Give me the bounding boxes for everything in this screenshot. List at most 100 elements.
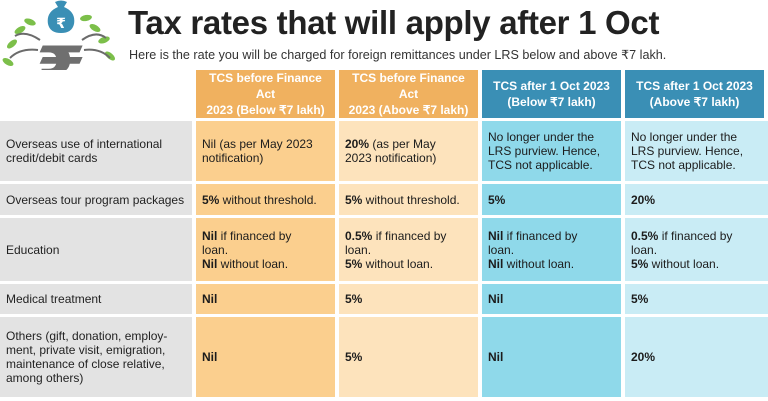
header-tcs-after-below: TCS after 1 Oct 2023 (Below ₹7 lakh) [482,70,625,121]
rate-text: LRS purview. Hence, [631,144,744,158]
rate-line: 20% [631,350,762,364]
rate-line: LRS purview. Hence, [488,144,615,158]
rate-value: Nil [488,292,504,306]
rate-line: TCS not applicable. [631,158,762,172]
rate-line: loan. [345,243,472,257]
rate-line: Nil [202,350,329,364]
rate-text: notification) [202,151,264,165]
tcs-rates-table: TCS before Finance Act 2023 (Below ₹7 la… [0,70,768,400]
rate-text: if financed by [372,228,447,243]
table-row: Others (gift, donation, employ-ment, pri… [0,317,768,400]
rate-value: 0.5% [345,228,373,243]
category-line: Education [6,242,60,257]
rate-value: 20% [631,192,656,207]
rate-value: Nil [488,256,504,271]
category-line: Medical treatment [6,292,102,306]
table-row: Medical treatment Nil 5% Nil 5% [0,284,768,317]
rate-line: 5% without threshold. [202,193,329,207]
rate-value: 5% [631,256,649,271]
rate-text: loan. [488,242,515,257]
rate-cell-tcs-before-above: 0.5% if financed by loan. 5% without loan. [339,218,482,284]
rate-text: if financed by [503,228,578,243]
rate-text: No longer under the [631,130,738,144]
rate-line: 20% (as per May [345,137,472,151]
rate-line: Nil [488,292,615,306]
rate-text: No longer under the [488,130,595,144]
rate-cell-tcs-before-below: Nil (as per May 2023 notification) [196,121,339,184]
rate-text: without threshold. [362,192,460,207]
rate-text: loan. [631,242,658,257]
rate-text: (as per May [369,137,436,151]
rate-line: loan. [488,243,615,257]
rate-cell-tcs-before-below: Nil [196,317,339,400]
table-row: Overseas use of international credit/debi… [0,121,768,184]
category-line: among others) [6,371,84,385]
category-line: credit/debit cards [6,151,98,165]
rate-value: Nil [202,292,218,306]
rate-line: 5% [345,292,472,306]
rate-text: LRS purview. Hence, [488,144,601,158]
rate-line: Nil without loan. [488,257,615,271]
rate-line: 5% [345,350,472,364]
rate-text: loan. [345,242,372,257]
rate-line: No longer under the [488,130,615,144]
page-title: Tax rates that will apply after 1 Oct [128,4,660,41]
category-line: maintenance of close relative, [6,357,165,371]
rate-text: without loan. [503,256,575,271]
rate-cell-tcs-after-above: 5% [625,284,768,317]
rate-value: 5% [488,192,506,207]
rate-cell-tcs-after-below: Nil [482,317,625,400]
header-empty-cell [0,70,196,121]
page-subtitle: Here is the rate you will be charged for… [129,48,667,62]
rate-line: Nil without loan. [202,257,329,271]
rate-cell-tcs-before-below: Nil [196,284,339,317]
rate-cell-tcs-after-above: 20% [625,317,768,400]
svg-text:₹: ₹ [56,16,66,32]
rate-cell-tcs-before-above: 5% [339,284,482,317]
rate-cell-tcs-after-below: 5% [482,184,625,218]
rate-line: 5% without threshold. [345,193,472,207]
rate-line: 5% without loan. [631,257,762,271]
rate-text: 2023 notification) [345,151,437,165]
rate-text: without loan. [217,256,289,271]
rate-cell-tcs-before-above: 5% [339,317,482,400]
rate-line: 20% [631,193,762,207]
rate-line: No longer under the [631,130,762,144]
rate-line: 2023 notification) [345,151,472,165]
table-row: Education Nil if financed by loan. Nil with… [0,218,768,284]
rate-cell-tcs-before-below: 5% without threshold. [196,184,339,218]
rate-value: Nil [488,228,504,243]
rate-value: 0.5% [631,228,659,243]
rate-line: Nil [488,350,615,364]
rate-value: 5% [345,350,363,364]
rate-value: Nil [202,350,218,364]
rate-text: if financed by [217,228,292,243]
rate-cell-tcs-after-below: Nil if financed by loan. Nil without loan. [482,218,625,284]
rate-value: Nil [488,350,504,364]
rate-line: loan. [202,243,329,257]
rate-text: without loan. [648,256,720,271]
rate-line: notification) [202,151,329,165]
table-header-row: TCS before Finance Act 2023 (Below ₹7 la… [0,70,768,121]
rate-line: TCS not applicable. [488,158,615,172]
header-tcs-before-above: TCS before Finance Act 2023 (Above ₹7 la… [339,70,482,121]
category-cell: Overseas tour program packages [0,184,196,218]
rate-cell-tcs-before-above: 5% without threshold. [339,184,482,218]
rate-text: loan. [202,242,229,257]
rate-line: loan. [631,243,762,257]
category-cell: Education [0,218,196,284]
rate-value: 20% [631,350,656,364]
rate-line: Nil [202,292,329,306]
header-tcs-after-above: TCS after 1 Oct 2023 (Above ₹7 lakh) [625,70,768,121]
rate-text: without threshold. [219,192,317,207]
rate-line: 5% [631,292,762,306]
category-line: ment, private visit, emigration, [6,343,166,357]
rate-cell-tcs-after-below: Nil [482,284,625,317]
rate-value: Nil [202,256,218,271]
category-line: Overseas tour program packages [6,192,185,207]
rate-cell-tcs-after-above: 0.5% if financed by loan. 5% without loan. [625,218,768,284]
category-line: Overseas use of international [6,137,163,151]
category-line: Others (gift, donation, employ- [6,329,168,343]
rate-text: if financed by [658,228,733,243]
rate-line: 5% [488,193,615,207]
